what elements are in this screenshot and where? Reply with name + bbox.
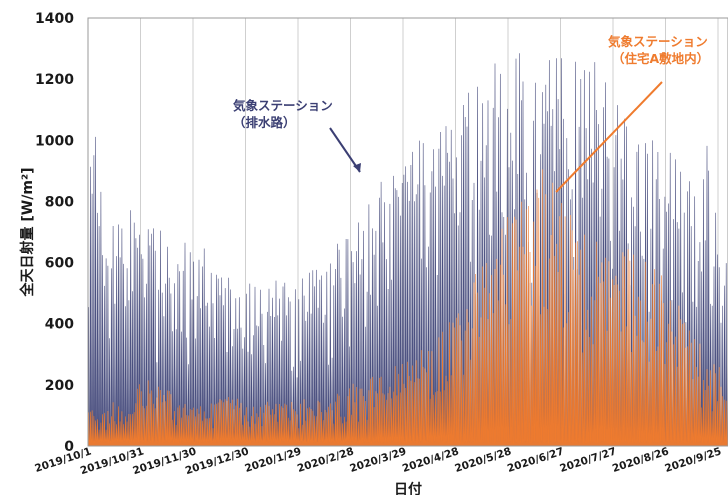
x-tick-label: 2020/5/28 (453, 445, 513, 475)
y-tick-label: 800 (45, 194, 74, 210)
series-label-drainage-line1: 気象ステーション (233, 98, 333, 113)
y-tick-labels: 0 200 400 600 800 1000 1200 1400 (35, 11, 74, 455)
series-label-houseA-line1: 気象ステーション (608, 34, 708, 49)
series-label-houseA-line2: （住宅A敷地内） (612, 51, 709, 66)
y-tick-label: 1400 (35, 11, 74, 27)
x-tick-label: 2020/7/27 (558, 445, 618, 475)
y-tick-label: 200 (45, 378, 74, 394)
y-tick-label: 600 (45, 256, 74, 272)
y-tick-label: 0 (64, 439, 74, 455)
x-tick-label: 2020/9/25 (663, 445, 723, 475)
x-tick-label: 2020/6/27 (506, 445, 566, 475)
plot-area-frame (87, 17, 728, 447)
y-axis-label: 全天日射量 [W/m²] (19, 168, 36, 298)
x-tick-label: 2020/3/29 (348, 445, 408, 475)
x-tick-labels: 2019/10/12019/10/312019/11/302019/12/302… (33, 445, 723, 477)
y-tick-label: 1200 (35, 72, 74, 88)
y-tick-label: 400 (45, 317, 74, 333)
series-pointer-drainage-arrowhead (353, 163, 361, 172)
y-tick-label: 1000 (35, 133, 74, 149)
x-tick-label: 2020/4/28 (401, 445, 461, 475)
series-pointer-houseA (555, 81, 663, 193)
series-layer (87, 53, 728, 447)
x-tick-label: 2020/2/28 (296, 445, 356, 475)
series-1-area (87, 169, 728, 447)
series-label-drainage-line2: （排水路） (233, 115, 296, 130)
x-axis-label: 日付 (394, 481, 422, 495)
series-pointer-drainage (329, 127, 361, 173)
x-tick-label: 2020/8/26 (611, 445, 671, 475)
x-tick-label: 2020/1/29 (243, 445, 303, 475)
